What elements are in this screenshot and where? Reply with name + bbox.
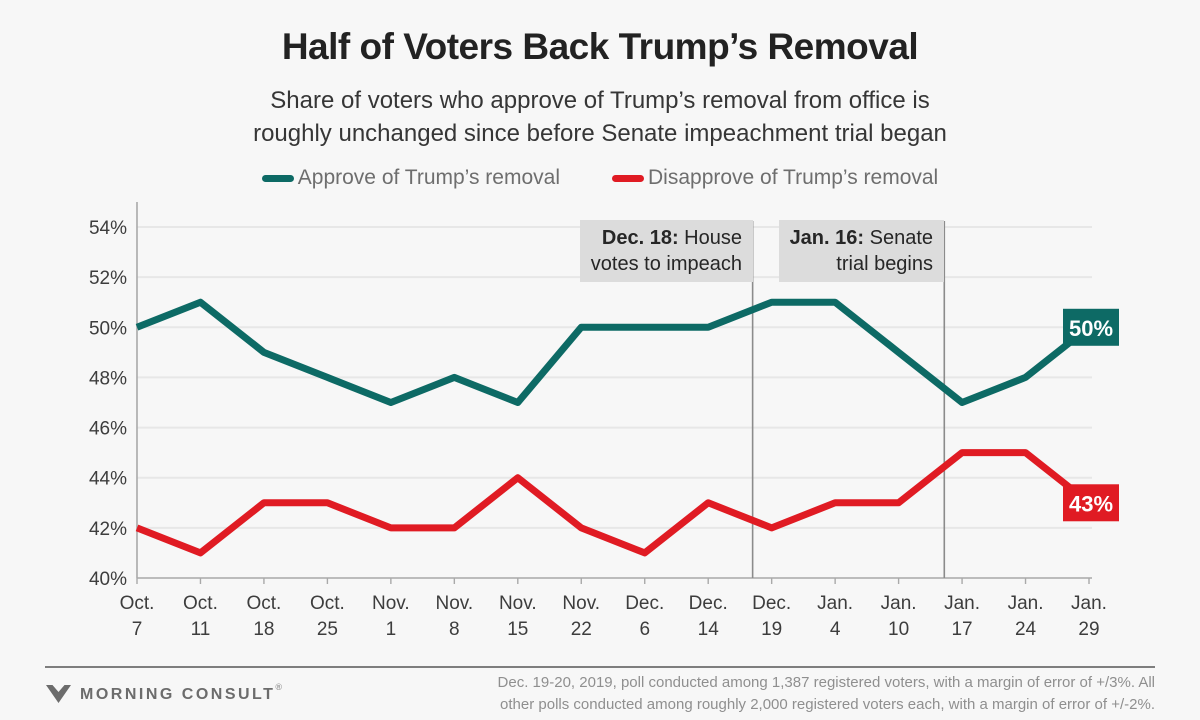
x-axis-tick-label-month: Nov.: [435, 593, 473, 614]
x-axis-tick-label-day: 10: [888, 619, 909, 640]
x-axis-tick-label-day: 15: [507, 619, 528, 640]
annotation-line-1: Dec. 18: House: [601, 227, 742, 249]
legend-item-approve: Approve of Trump’s removal: [261, 166, 560, 190]
x-axis-tick-label-month: Nov.: [372, 593, 410, 614]
annotation-line-2: trial begins: [836, 253, 933, 275]
x-axis-tick-label-day: 29: [1078, 619, 1099, 640]
x-axis-tick-label-month: Oct.: [120, 593, 155, 614]
x-axis-tick-label-month: Oct.: [247, 593, 282, 614]
legend-swatch-icon: [261, 174, 294, 182]
source-note: Dec. 19-20, 2019, poll conducted among 1…: [498, 672, 1155, 716]
page-title: Half of Voters Back Trump’s Removal: [281, 26, 919, 67]
x-axis-tick-label-day: 6: [639, 619, 650, 640]
annotation-box-1: Dec. 18: House votes to impeach: [579, 220, 753, 282]
page-subtitle: Share of voters who approve of Trump’s r…: [0, 84, 1200, 150]
x-axis-tick-label-month: Jan.: [944, 593, 980, 614]
approve-value-badge: [1063, 308, 1119, 346]
subtitle-line-2: roughly unchanged since before Senate im…: [253, 120, 947, 147]
approve-value-label: 50%: [1069, 316, 1113, 341]
x-axis-tick-label-day: 14: [698, 619, 720, 640]
y-axis-tick-label: 48%: [89, 368, 127, 389]
legend-item-disapprove: Disapprove of Trump’s removal: [612, 166, 938, 190]
x-axis-tick-label-day: 24: [1015, 619, 1037, 640]
brand-name: MORNING CONSULT®: [80, 681, 283, 703]
y-axis-tick-label: 54%: [89, 218, 127, 239]
x-axis-tick-label-month: Jan.: [1008, 593, 1044, 614]
chart-legend: Approve of Trump’s removal Disapprove of …: [0, 166, 1200, 190]
x-axis-tick-label-month: Jan.: [881, 593, 917, 614]
y-axis-tick-label: 46%: [89, 419, 127, 440]
x-axis-tick-label-day: 8: [449, 619, 460, 640]
annotation-box-2: Jan. 16: Senate trial begins: [778, 220, 944, 282]
x-axis-tick-label-month: Jan.: [817, 593, 853, 614]
x-axis-tick-label-month: Jan.: [1071, 593, 1107, 614]
x-axis-tick-label-day: 7: [132, 619, 143, 640]
y-axis-tick-label: 40%: [89, 569, 127, 590]
x-axis-tick-label-month: Nov.: [499, 593, 537, 614]
legend-swatch-icon: [612, 174, 644, 182]
y-axis-tick-label: 52%: [89, 268, 127, 289]
registered-mark: ®: [275, 681, 283, 692]
source-line-2: other polls conducted among roughly 2,00…: [500, 696, 1155, 713]
y-axis-tick-label: 42%: [89, 519, 127, 540]
disapprove-value-label: 43%: [1069, 491, 1113, 516]
subtitle-line-1: Share of voters who approve of Trump’s r…: [270, 87, 930, 114]
y-axis-tick-label: 44%: [89, 469, 127, 490]
morning-consult-brand: MORNING CONSULT®: [45, 681, 282, 704]
legend-label: Disapprove of Trump’s removal: [648, 166, 939, 189]
x-axis-tick-label-month: Dec.: [752, 593, 791, 614]
x-axis-tick-label-day: 11: [191, 619, 211, 640]
x-axis-tick-label-day: 18: [253, 619, 274, 640]
x-axis-tick-label-day: 17: [951, 619, 972, 640]
x-axis-tick-label-month: Nov.: [562, 593, 600, 614]
source-line-1: Dec. 19-20, 2019, poll conducted among 1…: [497, 674, 1155, 691]
annotation-line-2: votes to impeach: [590, 253, 742, 275]
legend-label: Approve of Trump’s removal: [297, 166, 560, 189]
x-axis-tick-label-month: Dec.: [689, 593, 728, 614]
disapprove-value-badge: [1063, 484, 1119, 522]
x-axis-tick-label-month: Oct.: [183, 593, 218, 614]
x-axis-tick-label-month: Dec.: [625, 593, 664, 614]
annotation-line-1: Jan. 16: Senate: [789, 227, 933, 249]
disapprove-line: [135, 449, 1092, 557]
y-axis-tick-label: 50%: [89, 318, 127, 339]
x-axis-tick-label-day: 25: [317, 619, 338, 640]
x-axis-tick-label-month: Oct.: [310, 593, 345, 614]
x-axis-tick-label-day: 22: [571, 619, 592, 640]
x-axis-tick-label-day: 19: [761, 619, 782, 640]
approve-line: [135, 298, 1092, 406]
morning-consult-logo-icon: [46, 685, 71, 703]
footer-divider: [45, 666, 1155, 668]
x-axis-tick-label-day: 1: [386, 619, 397, 640]
x-axis-tick-label-day: 4: [830, 619, 841, 640]
